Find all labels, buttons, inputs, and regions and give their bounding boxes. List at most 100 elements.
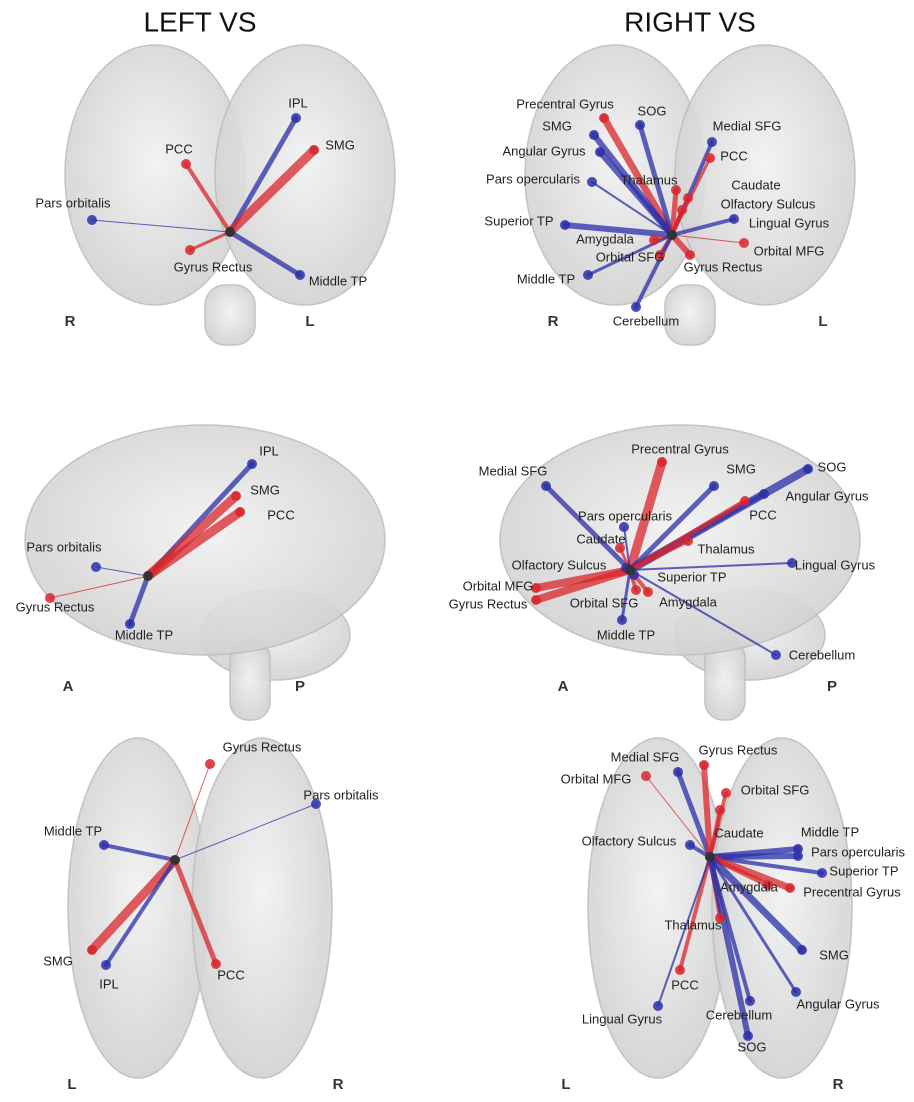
region-label: Caudate bbox=[731, 177, 780, 192]
region-node bbox=[699, 760, 709, 770]
region-node bbox=[295, 270, 305, 280]
region-label: Cerebellum bbox=[613, 313, 679, 328]
region-label: PCC bbox=[671, 977, 698, 992]
region-label: SMG bbox=[726, 461, 756, 476]
region-node bbox=[641, 771, 651, 781]
region-node bbox=[231, 491, 241, 501]
region-node bbox=[560, 220, 570, 230]
region-label: Angular Gyrus bbox=[502, 143, 586, 158]
region-node bbox=[589, 130, 599, 140]
region-label: Pars orbitalis bbox=[26, 539, 102, 554]
region-node bbox=[793, 851, 803, 861]
region-node bbox=[181, 159, 191, 169]
region-label: Middle TP bbox=[597, 627, 655, 642]
region-node bbox=[709, 481, 719, 491]
region-label: Superior TP bbox=[657, 569, 726, 584]
region-label: Caudate bbox=[714, 825, 763, 840]
orientation-label: L bbox=[67, 1076, 76, 1093]
region-node bbox=[205, 759, 215, 769]
region-label: Orbital MFG bbox=[561, 771, 632, 786]
region-label: Pars opercularis bbox=[578, 508, 672, 523]
orientation-label: P bbox=[827, 678, 837, 695]
region-label: Olfactory Sulcus bbox=[512, 557, 607, 572]
region-label: IPL bbox=[259, 443, 279, 458]
brain-stem bbox=[205, 285, 255, 345]
region-label: Angular Gyrus bbox=[785, 488, 869, 503]
region-label: Lingual Gyrus bbox=[795, 557, 876, 572]
region-node bbox=[721, 788, 731, 798]
region-node bbox=[817, 868, 827, 878]
region-label: Superior TP bbox=[484, 213, 553, 228]
region-label: SMG bbox=[43, 953, 73, 968]
region-node bbox=[683, 193, 693, 203]
region-label: Gyrus Rectus bbox=[449, 596, 528, 611]
region-label: Precentral Gyrus bbox=[631, 441, 729, 456]
region-label: Gyrus Rectus bbox=[16, 599, 95, 614]
region-label: Middle TP bbox=[801, 824, 859, 839]
region-label: Orbital SFG bbox=[596, 249, 665, 264]
region-label: Thalamus bbox=[664, 917, 722, 932]
region-label: SMG bbox=[542, 118, 572, 133]
region-node bbox=[771, 650, 781, 660]
region-node bbox=[675, 965, 685, 975]
region-node bbox=[649, 235, 659, 245]
region-node bbox=[785, 883, 795, 893]
region-label: PCC bbox=[749, 507, 776, 522]
region-node bbox=[235, 507, 245, 517]
region-node bbox=[797, 945, 807, 955]
hub-node bbox=[170, 855, 180, 865]
region-node bbox=[617, 615, 627, 625]
region-node bbox=[653, 1001, 663, 1011]
region-node bbox=[309, 145, 319, 155]
region-label: Amygdala bbox=[720, 879, 779, 894]
orientation-label: R bbox=[548, 313, 559, 330]
region-label: Gyrus Rectus bbox=[174, 259, 253, 274]
region-node bbox=[740, 496, 750, 506]
hub-node bbox=[143, 571, 153, 581]
hub-node bbox=[667, 230, 677, 240]
region-label: Olfactory Sulcus bbox=[582, 833, 677, 848]
region-label: Cerebellum bbox=[706, 1007, 772, 1022]
region-label: Pars orbitalis bbox=[303, 787, 379, 802]
region-node bbox=[759, 489, 769, 499]
region-label: Lingual Gyrus bbox=[749, 215, 830, 230]
region-label: SOG bbox=[818, 459, 847, 474]
region-node bbox=[599, 113, 609, 123]
orientation-label: R bbox=[833, 1076, 844, 1093]
region-node bbox=[705, 153, 715, 163]
hub-node bbox=[225, 227, 235, 237]
region-label: Lingual Gyrus bbox=[582, 1011, 663, 1026]
region-label: Cerebellum bbox=[789, 647, 855, 662]
region-label: Pars orbitalis bbox=[35, 195, 111, 210]
region-label: PCC bbox=[720, 148, 747, 163]
region-label: Gyrus Rectus bbox=[699, 742, 778, 757]
column-title: RIGHT VS bbox=[624, 6, 756, 37]
region-label: Amygdala bbox=[659, 594, 718, 609]
region-node bbox=[739, 238, 749, 248]
orientation-label: A bbox=[63, 678, 74, 695]
region-node bbox=[803, 464, 813, 474]
orientation-label: L bbox=[305, 313, 314, 330]
region-node bbox=[685, 840, 695, 850]
region-node bbox=[631, 302, 641, 312]
region-label: Thalamus bbox=[697, 541, 755, 556]
region-label: SMG bbox=[819, 947, 849, 962]
hemisphere bbox=[68, 738, 208, 1078]
region-node bbox=[683, 536, 693, 546]
region-label: Middle TP bbox=[517, 271, 575, 286]
region-label: Medial SFG bbox=[479, 463, 548, 478]
region-node bbox=[643, 587, 653, 597]
region-node bbox=[291, 113, 301, 123]
region-label: PCC bbox=[267, 507, 294, 522]
region-label: Gyrus Rectus bbox=[223, 739, 302, 754]
region-node bbox=[541, 481, 551, 491]
column-title: LEFT VS bbox=[143, 6, 256, 37]
hub-node bbox=[625, 565, 635, 575]
region-node bbox=[729, 214, 739, 224]
region-label: Pars opercularis bbox=[811, 844, 905, 859]
region-label: Gyrus Rectus bbox=[684, 259, 763, 274]
orientation-label: L bbox=[561, 1076, 570, 1093]
orientation-label: R bbox=[333, 1076, 344, 1093]
region-label: Amygdala bbox=[576, 231, 635, 246]
region-label: SOG bbox=[738, 1039, 767, 1054]
